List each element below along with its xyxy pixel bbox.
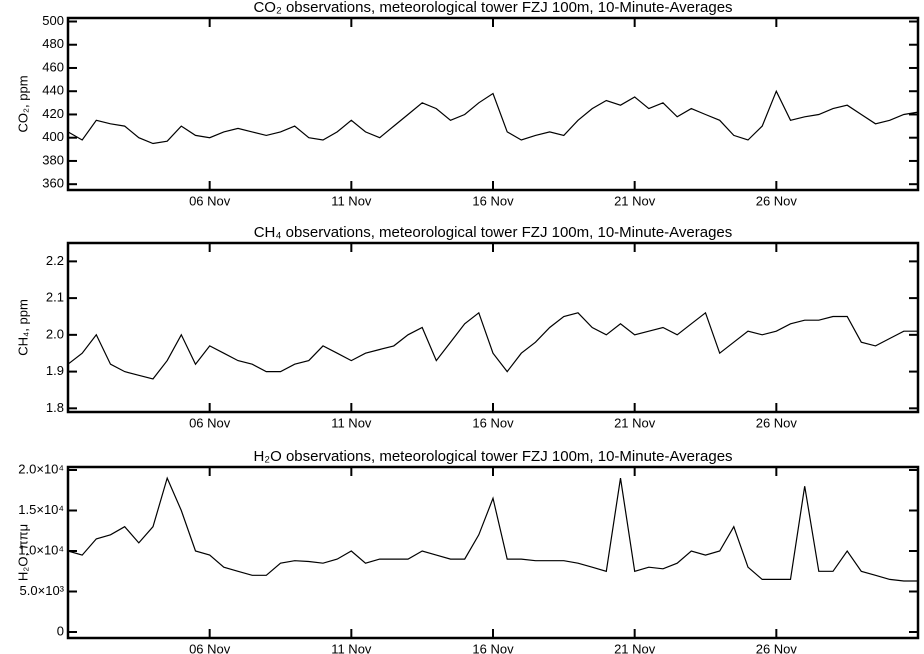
y-tick-label: 360 (42, 176, 64, 191)
x-tick-label: 11 Nov (331, 641, 372, 654)
y-tick-label: 2.0×10⁴ (18, 461, 64, 476)
x-tick-label: 11 Nov (331, 193, 372, 208)
y-axis-label: H₂O, ππμ (15, 524, 30, 581)
x-tick-label: 16 Nov (472, 641, 514, 654)
chart-title: CO₂ observations, meteorological tower F… (253, 0, 732, 16)
data-line (67, 476, 918, 582)
y-tick-label: 0 (57, 623, 64, 638)
x-tick-label: 26 Nov (756, 641, 798, 654)
y-tick-label: 480 (42, 36, 64, 51)
y-tick-label: 460 (42, 59, 64, 74)
data-line (67, 311, 918, 380)
y-axis-label: CH₄, ppm (15, 299, 30, 356)
y-tick-label: 500 (42, 13, 64, 28)
chart-title: H₂O observations, meteorological tower F… (253, 448, 732, 465)
x-tick-label: 26 Nov (756, 415, 798, 430)
y-tick-label: 1.9 (46, 363, 64, 378)
x-tick-label: 06 Nov (189, 641, 231, 654)
y-axis-label: CO₂, ppm (15, 75, 30, 132)
y-tick-label: 400 (42, 129, 64, 144)
y-tick-label: 440 (42, 83, 64, 98)
plot-frame (66, 16, 920, 192)
x-tick-label: 06 Nov (189, 193, 231, 208)
chart-title: CH₄ observations, meteorological tower F… (254, 224, 733, 241)
y-tick-label: 1.8 (46, 400, 64, 415)
y-tick-label: 2.2 (46, 253, 64, 268)
y-tick-label: 2.0 (46, 326, 64, 341)
y-tick-label: 380 (42, 152, 64, 167)
y-tick-label: 1.5×10⁴ (18, 502, 64, 517)
data-line (67, 89, 919, 145)
x-tick-label: 21 Nov (614, 641, 656, 654)
x-tick-label: 11 Nov (331, 415, 372, 430)
plot-frame (66, 465, 920, 640)
y-tick-label: 5.0×10³ (20, 583, 65, 598)
y-tick-label: 420 (42, 106, 64, 121)
y-tick-label: 1.0×10⁴ (18, 542, 64, 557)
x-tick-label: 21 Nov (614, 415, 656, 430)
x-tick-label: 16 Nov (472, 415, 514, 430)
plot-frame (66, 241, 920, 414)
x-tick-label: 21 Nov (614, 193, 656, 208)
x-tick-label: 16 Nov (472, 193, 514, 208)
y-tick-label: 2.1 (46, 290, 64, 305)
x-tick-label: 26 Nov (756, 193, 798, 208)
x-tick-label: 06 Nov (189, 415, 231, 430)
